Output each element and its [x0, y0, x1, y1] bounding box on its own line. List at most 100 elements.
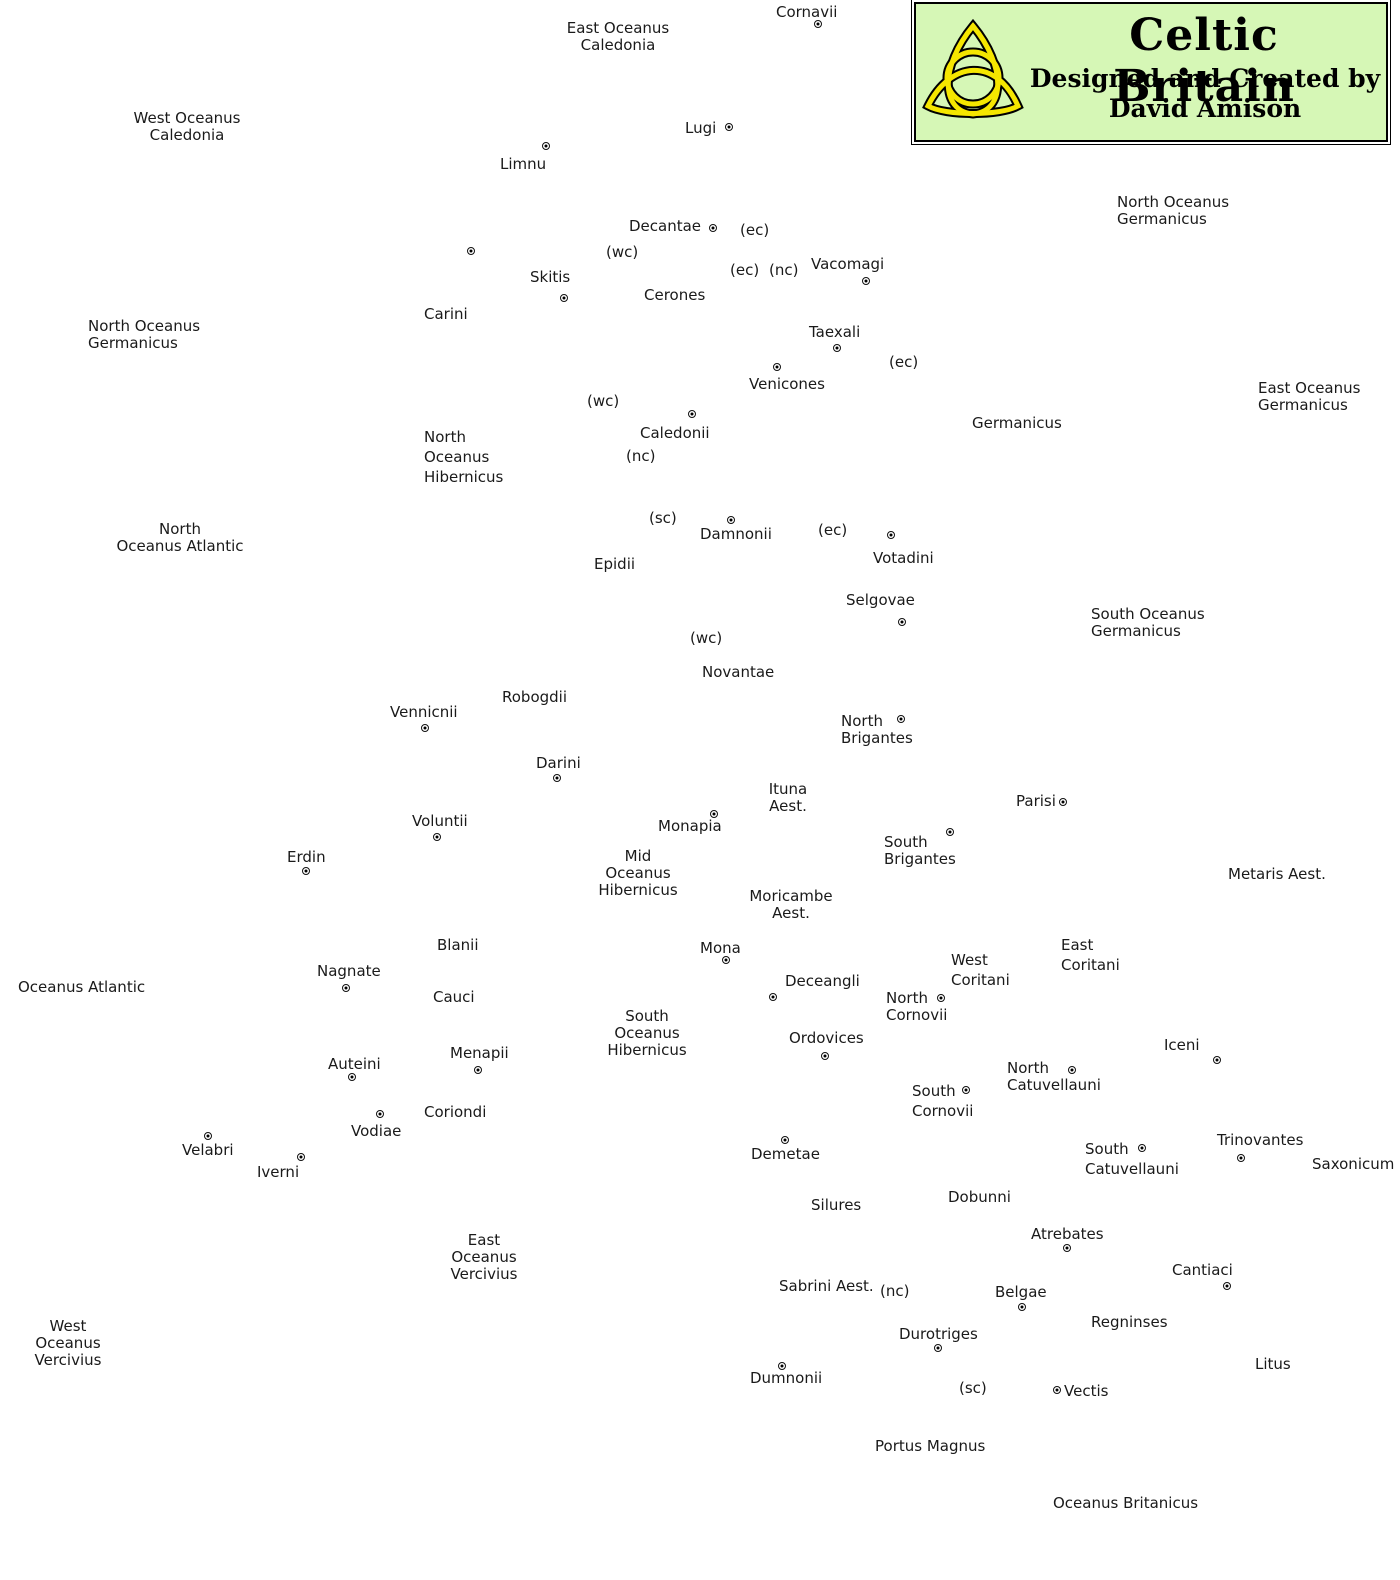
- dot-marker-icon: [553, 774, 561, 782]
- label-south-cornovii: South Cornovii: [912, 1082, 974, 1120]
- label-north-oceanus-atlantic: North Oceanus Atlantic: [116, 520, 244, 555]
- label-south-brigantes: South Brigantes: [884, 833, 956, 868]
- label-regninses: Regninses: [1091, 1313, 1168, 1331]
- label-west-coritani: West Coritani: [951, 951, 1010, 989]
- label-vennicnii: Vennicnii: [390, 703, 458, 721]
- label-wc-3: (wc): [690, 629, 723, 647]
- dot-marker-icon: [1223, 1282, 1231, 1290]
- label-sc-2: (sc): [959, 1379, 987, 1397]
- label-north-oceanus-germanicus-ne: North Oceanus Germanicus: [1117, 193, 1230, 228]
- dot-marker-icon: [348, 1073, 356, 1081]
- label-metaris-aest: Metaris Aest.: [1228, 865, 1326, 883]
- label-caledonii: Caledonii: [640, 424, 710, 442]
- dot-marker-icon: [946, 828, 954, 836]
- dot-marker-icon: [814, 20, 822, 28]
- dot-marker-icon: [1068, 1066, 1076, 1074]
- dot-marker-icon: [1018, 1303, 1026, 1311]
- dot-marker-icon: [1138, 1144, 1146, 1152]
- label-ec-1: (ec): [740, 221, 770, 239]
- label-portus-magnus: Portus Magnus: [875, 1437, 986, 1455]
- label-novantae: Novantae: [702, 663, 775, 681]
- dot-marker-icon: [297, 1153, 305, 1161]
- label-dobunni: Dobunni: [948, 1188, 1011, 1206]
- label-voluntii: Voluntii: [412, 812, 468, 830]
- dot-marker-icon: [467, 247, 475, 255]
- dot-marker-icon: [897, 715, 905, 723]
- dot-marker-icon: [709, 224, 717, 232]
- label-saxonicum: Saxonicum: [1312, 1155, 1395, 1173]
- label-skitis: Skitis: [530, 268, 571, 286]
- label-east-oceanus-vercivius: East Oceanus Vercivius: [450, 1231, 518, 1283]
- label-south-oceanus-hibernicus: South Oceanus Hibernicus: [607, 1007, 687, 1059]
- label-vectis: Vectis: [1064, 1382, 1109, 1400]
- label-durotriges: Durotriges: [899, 1325, 978, 1343]
- label-vacomagi: Vacomagi: [811, 255, 885, 273]
- dot-marker-icon: [376, 1110, 384, 1118]
- dot-marker-icon: [778, 1362, 786, 1370]
- label-south-catuvellauni: South Catuvellauni: [1085, 1140, 1179, 1178]
- label-blanii: Blanii: [437, 936, 479, 954]
- dot-marker-icon: [937, 994, 945, 1002]
- dot-marker-icon: [934, 1344, 942, 1352]
- dot-marker-icon: [1059, 798, 1067, 806]
- label-auteini: Auteini: [328, 1055, 381, 1073]
- label-iverni: Iverni: [257, 1163, 300, 1181]
- label-vodiae: Vodiae: [351, 1122, 402, 1140]
- label-dumnonii: Dumnonii: [750, 1369, 823, 1387]
- label-north-cornovii: North Cornovii: [886, 989, 948, 1024]
- label-cauci: Cauci: [433, 988, 475, 1006]
- label-taexali: Taexali: [809, 323, 861, 341]
- label-iceni: Iceni: [1164, 1036, 1200, 1054]
- label-nc-2: (nc): [626, 447, 656, 465]
- label-epidii: Epidii: [594, 555, 636, 573]
- label-ec-3: (ec): [889, 353, 919, 371]
- label-atrebates: Atrebates: [1031, 1225, 1104, 1243]
- label-oceanus-atlantic: Oceanus Atlantic: [18, 978, 146, 996]
- label-sc-1: (sc): [649, 509, 677, 527]
- triquetra-knot-icon: [922, 18, 1024, 119]
- dot-marker-icon: [542, 142, 550, 150]
- dot-marker-icon: [962, 1086, 970, 1094]
- dot-marker-icon: [1213, 1056, 1221, 1064]
- map-credit-line-2: David Amison: [1108, 94, 1302, 123]
- label-belgae: Belgae: [995, 1283, 1047, 1301]
- label-ec-4: (ec): [818, 521, 848, 539]
- label-nc-1: (nc): [769, 261, 799, 279]
- label-erdin: Erdin: [287, 848, 326, 866]
- label-nagnate: Nagnate: [317, 962, 381, 980]
- label-litus: Litus: [1255, 1355, 1291, 1373]
- label-venicones: Venicones: [749, 375, 825, 393]
- dot-marker-icon: [302, 867, 310, 875]
- label-east-coritani: East Coritani: [1061, 936, 1120, 974]
- dot-marker-icon: [833, 344, 841, 352]
- dot-marker-icon: [474, 1066, 482, 1074]
- label-monapia: Monapia: [658, 817, 722, 835]
- dot-marker-icon: [342, 984, 350, 992]
- label-east-oceanus-caledonia: East Oceanus Caledonia: [566, 19, 670, 54]
- label-west-oceanus-vercivius: West Oceanus Vercivius: [34, 1317, 102, 1369]
- title-cartouche: Celtic Britain Designed and Created by D…: [911, 0, 1391, 145]
- dot-marker-icon: [821, 1052, 829, 1060]
- label-ituna-aest: Ituna Aest.: [768, 780, 808, 815]
- dot-marker-icon: [727, 516, 735, 524]
- label-south-oceanus-germanicus: South Oceanus Germanicus: [1091, 605, 1205, 640]
- dot-marker-icon: [887, 531, 895, 539]
- dot-marker-icon: [204, 1132, 212, 1140]
- label-ordovices: Ordovices: [789, 1029, 864, 1047]
- dot-marker-icon: [773, 363, 781, 371]
- label-west-oceanus-caledonia: West Oceanus Caledonia: [133, 109, 241, 144]
- label-north-catuvellauni: North Catuvellauni: [1007, 1059, 1101, 1094]
- label-parisi: Parisi: [1016, 792, 1056, 810]
- label-nc-3: (nc): [880, 1282, 910, 1300]
- label-menapii: Menapii: [450, 1044, 509, 1062]
- dot-marker-icon: [781, 1136, 789, 1144]
- label-cornavii: Cornavii: [776, 3, 838, 21]
- label-velabri: Velabri: [182, 1141, 234, 1159]
- map-credit-line-1: Designed and Created by: [1029, 64, 1381, 93]
- label-coriondi: Coriondi: [424, 1103, 487, 1121]
- label-carini: Carini: [424, 305, 468, 323]
- label-limnu: Limnu: [500, 155, 547, 173]
- label-selgovae: Selgovae: [846, 591, 915, 609]
- label-votadini: Votadini: [873, 549, 934, 567]
